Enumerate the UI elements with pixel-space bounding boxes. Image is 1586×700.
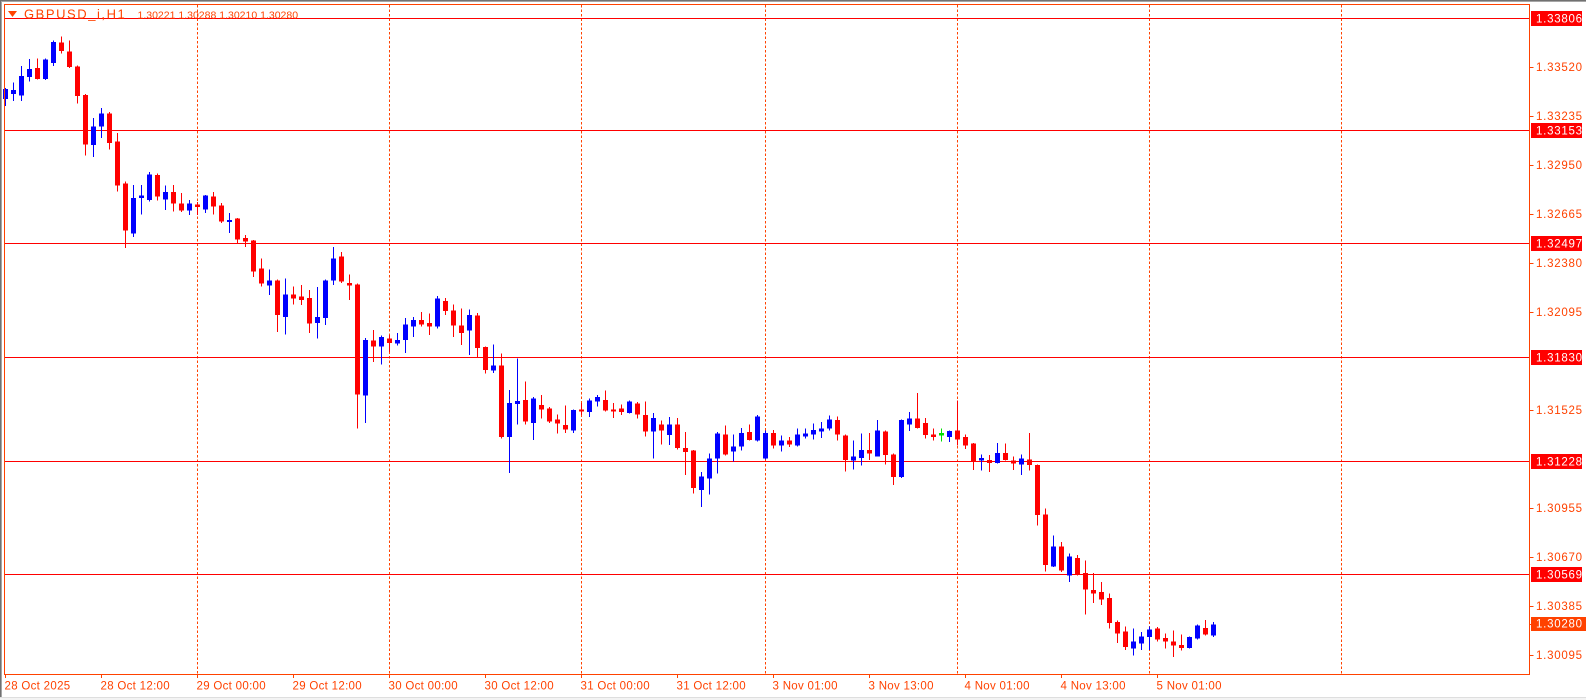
- svg-text:3 Nov 13:00: 3 Nov 13:00: [869, 681, 934, 693]
- svg-text:30 Oct 12:00: 30 Oct 12:00: [485, 681, 554, 693]
- svg-text:1.33520: 1.33520: [1536, 62, 1583, 74]
- svg-text:1.30221 1.30288 1.30210 1.3028: 1.30221 1.30288 1.30210 1.30280: [138, 9, 299, 21]
- svg-text:1.32380: 1.32380: [1536, 258, 1583, 270]
- svg-text:1.31525: 1.31525: [1536, 405, 1583, 417]
- svg-text:1.30280: 1.30280: [1536, 619, 1583, 631]
- svg-text:1.30385: 1.30385: [1536, 601, 1583, 613]
- svg-text:1.33153: 1.33153: [1536, 126, 1583, 138]
- svg-text:31 Oct 12:00: 31 Oct 12:00: [677, 681, 746, 693]
- svg-text:1.30569: 1.30569: [1536, 570, 1583, 582]
- svg-text:1.31830: 1.31830: [1536, 353, 1583, 365]
- svg-text:28 Oct 12:00: 28 Oct 12:00: [101, 681, 170, 693]
- svg-text:1.33235: 1.33235: [1536, 111, 1583, 123]
- svg-text:1.32665: 1.32665: [1536, 209, 1583, 221]
- svg-text:1.32095: 1.32095: [1536, 307, 1583, 319]
- svg-text:4 Nov 13:00: 4 Nov 13:00: [1061, 681, 1126, 693]
- svg-text:1.32950: 1.32950: [1536, 160, 1583, 172]
- svg-text:30 Oct 00:00: 30 Oct 00:00: [389, 681, 458, 693]
- svg-text:5 Nov 01:00: 5 Nov 01:00: [1157, 681, 1222, 693]
- svg-text:29 Oct 12:00: 29 Oct 12:00: [293, 681, 362, 693]
- svg-text:1.31228: 1.31228: [1536, 457, 1583, 469]
- svg-text:1.33806: 1.33806: [1536, 14, 1583, 26]
- svg-text:1.32497: 1.32497: [1536, 239, 1583, 251]
- svg-text:1.30095: 1.30095: [1536, 650, 1583, 662]
- svg-text:GBPUSD_i,H1: GBPUSD_i,H1: [24, 6, 126, 21]
- svg-text:1.30955: 1.30955: [1536, 503, 1583, 515]
- svg-text:3 Nov 01:00: 3 Nov 01:00: [773, 681, 838, 693]
- svg-text:29 Oct 00:00: 29 Oct 00:00: [197, 681, 266, 693]
- svg-text:31 Oct 00:00: 31 Oct 00:00: [581, 681, 650, 693]
- svg-text:1.30670: 1.30670: [1536, 552, 1583, 564]
- svg-text:28 Oct 2025: 28 Oct 2025: [5, 681, 71, 693]
- svg-text:4 Nov 01:00: 4 Nov 01:00: [965, 681, 1030, 693]
